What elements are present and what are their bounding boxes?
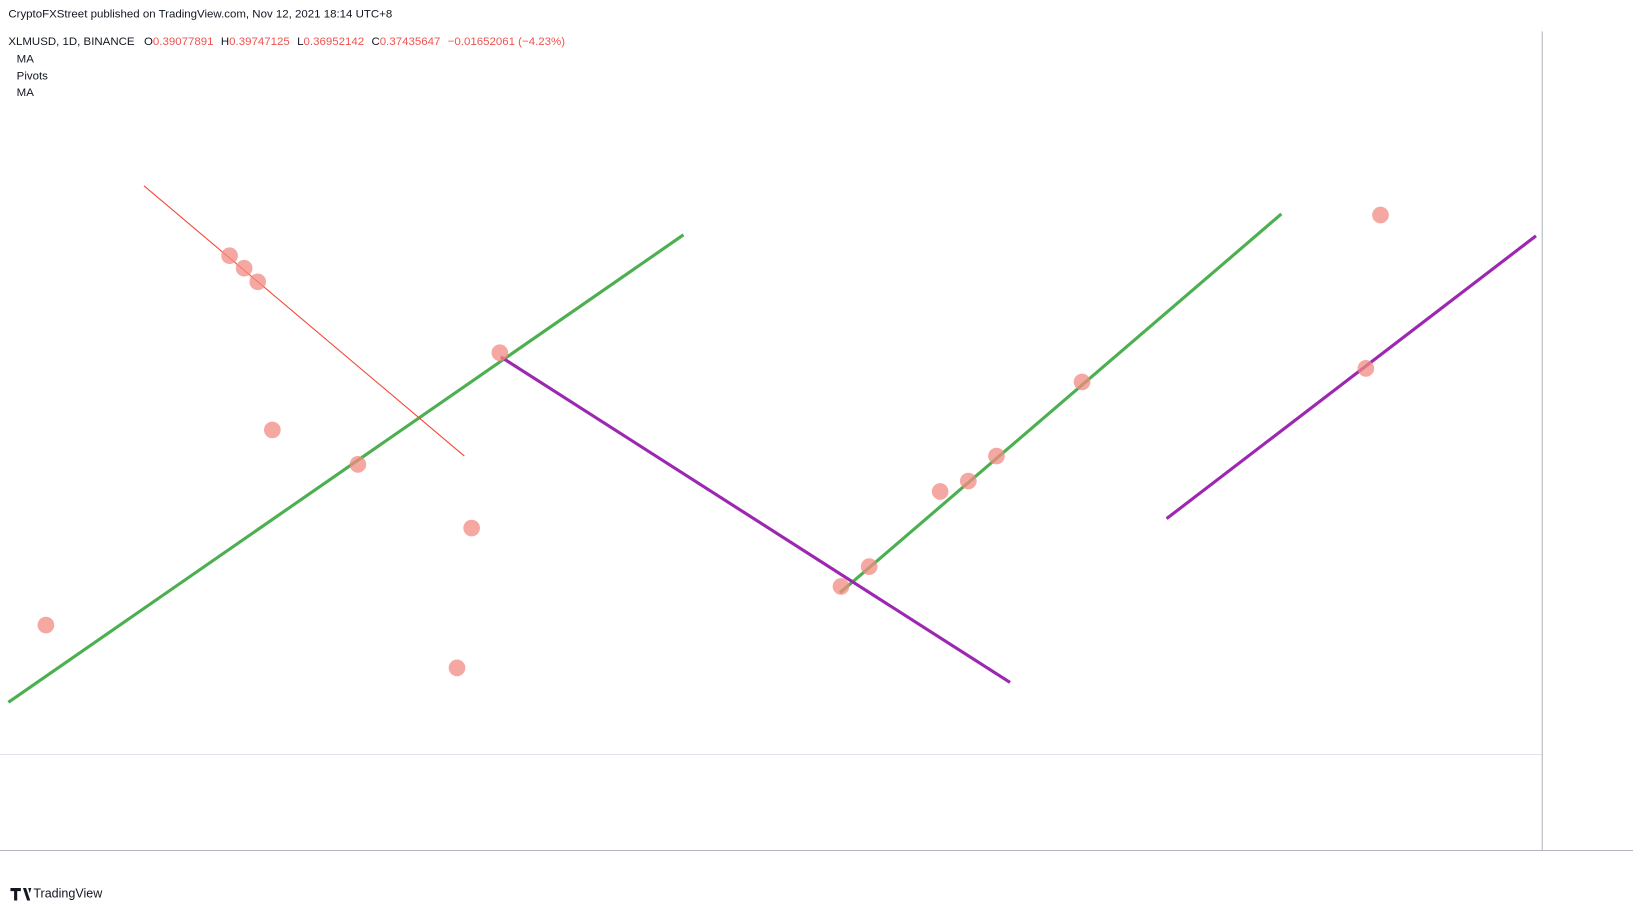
touch-marker [988, 447, 1005, 465]
touch-marker [448, 659, 466, 677]
indicator-name: Pivots [17, 70, 48, 82]
touch-marker [463, 519, 480, 537]
touch-marker [491, 344, 509, 362]
trendline [7, 233, 685, 704]
ohlc-letter: C [371, 36, 379, 48]
trendline [143, 185, 465, 457]
touch-marker [1357, 360, 1375, 377]
touch-marker [832, 578, 850, 595]
symbol-line: XLMUSD, 1D, BINANCE O0.39077891 H0.39747… [8, 36, 565, 48]
symbol: XLMUSD, 1D, BINANCE [8, 36, 135, 48]
indicator-name: MA [17, 54, 35, 66]
touch-marker [235, 259, 253, 277]
ohlc-letter: O [144, 36, 153, 48]
brand-logo [10, 888, 32, 901]
publisher: CryptoFXStreet published on TradingView.… [8, 9, 392, 21]
touch-marker [959, 472, 977, 490]
ohlc-value: 0.39077891 [153, 36, 214, 48]
ohlc-value: 0.37435647 [380, 36, 441, 48]
ohlc-value: 0.36952142 [304, 36, 365, 48]
change: −0.01652061 (−4.23%) [448, 36, 566, 48]
ohlc-value: 0.39747125 [229, 36, 290, 48]
touch-marker [37, 616, 55, 634]
footer: TradingView [10, 887, 103, 901]
touch-marker [263, 421, 281, 439]
touch-markers [37, 206, 1389, 677]
touch-marker [221, 247, 238, 265]
touch-marker [349, 456, 367, 473]
trendline [838, 212, 1283, 594]
trendline [500, 355, 1011, 684]
touch-marker [249, 273, 267, 291]
touch-marker [1372, 206, 1389, 224]
touch-marker [931, 483, 949, 500]
trendline [1165, 234, 1537, 520]
ohlc-letter: L [297, 36, 303, 48]
brand: TradingView [33, 887, 103, 901]
trendlines [7, 185, 1537, 704]
indicator-name: MA [17, 87, 35, 99]
touch-marker [860, 558, 878, 575]
touch-marker [1073, 373, 1091, 391]
ohlc-letter: H [221, 36, 229, 48]
